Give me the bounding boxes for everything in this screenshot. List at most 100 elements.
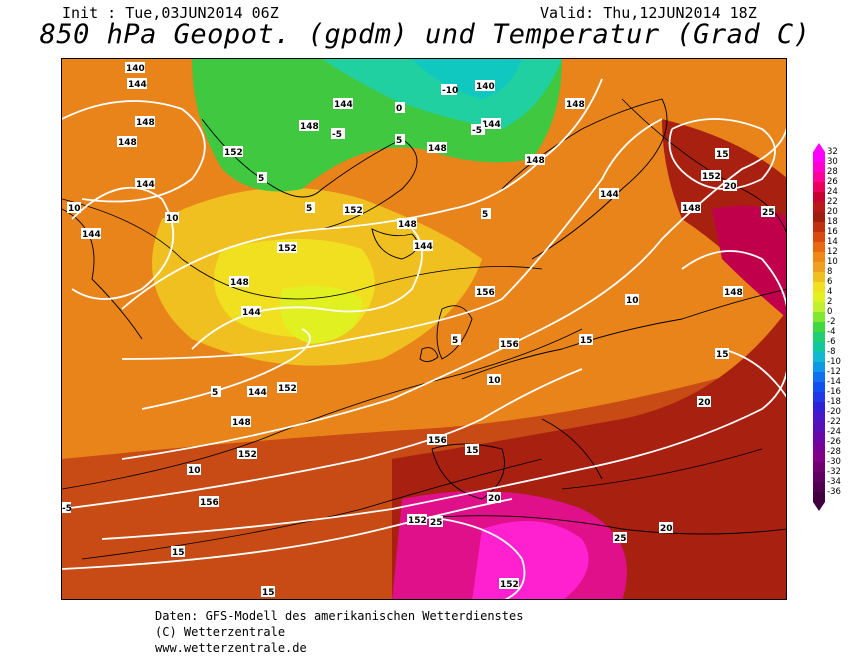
legend-swatch bbox=[813, 332, 825, 342]
legend-label: -14 bbox=[827, 377, 841, 387]
legend-label: 26 bbox=[827, 177, 838, 187]
temp-label: 20 bbox=[660, 524, 673, 534]
legend-label: -30 bbox=[827, 457, 841, 467]
hot-core-east bbox=[712, 205, 786, 318]
temp-label: 10 bbox=[68, 204, 81, 214]
legend-label: 18 bbox=[827, 217, 838, 227]
legend-swatch bbox=[813, 252, 825, 262]
legend-label: -4 bbox=[827, 327, 836, 337]
legend-label: -6 bbox=[827, 337, 836, 347]
legend-label: 32 bbox=[827, 147, 838, 157]
temp-label: -5 bbox=[62, 504, 72, 514]
temp-label: -10 bbox=[442, 86, 458, 96]
geopot-label: 144 bbox=[82, 230, 101, 240]
contour-line bbox=[121, 118, 663, 360]
legend-label: -32 bbox=[827, 467, 841, 477]
legend-swatch bbox=[813, 152, 825, 162]
legend-label: -36 bbox=[827, 487, 841, 497]
contour-line bbox=[721, 348, 786, 398]
geopotential-contours bbox=[62, 78, 786, 599]
contour-line bbox=[121, 127, 786, 460]
temp-label: 15 bbox=[716, 350, 729, 360]
legend-label: 2 bbox=[827, 297, 833, 307]
legend-label: -2 bbox=[827, 317, 836, 327]
legend-label: -16 bbox=[827, 387, 841, 397]
geopot-label: 144 bbox=[482, 120, 501, 130]
coastlines bbox=[62, 98, 786, 535]
legend-label: 24 bbox=[827, 187, 838, 197]
legend-swatch bbox=[813, 162, 825, 172]
legend-swatch bbox=[813, 402, 825, 412]
temp-label: 5 bbox=[212, 388, 218, 398]
legend-swatch bbox=[813, 302, 825, 312]
legend-label: 30 bbox=[827, 157, 838, 167]
legend-swatch bbox=[813, 472, 825, 482]
geopot-label: 148 bbox=[682, 204, 701, 214]
temp-label: 20 bbox=[698, 398, 711, 408]
legend-swatch bbox=[813, 362, 825, 372]
contour-line bbox=[71, 186, 175, 300]
legend-swatch bbox=[813, 292, 825, 302]
legend-label: -28 bbox=[827, 447, 841, 457]
legend-swatch bbox=[813, 262, 825, 272]
legend-swatch bbox=[813, 322, 825, 332]
geopot-label: 148 bbox=[118, 138, 137, 148]
legend-swatch bbox=[813, 422, 825, 432]
legend-swatch bbox=[813, 452, 825, 462]
legend-label: 16 bbox=[827, 227, 838, 237]
legend-label: -34 bbox=[827, 477, 841, 487]
geopot-label: 148 bbox=[232, 418, 251, 428]
geopotential-labels: 140 144 148 152 144 148 152 144 148 144 … bbox=[81, 62, 743, 590]
legend-label: 28 bbox=[827, 167, 838, 177]
italy-coast bbox=[541, 418, 603, 480]
legend-swatch bbox=[813, 272, 825, 282]
africa-coast bbox=[411, 515, 786, 535]
legend-label: -20 bbox=[827, 407, 841, 417]
geopot-label: 148 bbox=[526, 156, 545, 166]
legend-swatch bbox=[813, 242, 825, 252]
geopot-label: 144 bbox=[242, 308, 261, 318]
legend-label: 8 bbox=[827, 267, 833, 277]
legend-swatch bbox=[813, 192, 825, 202]
isotherm-line bbox=[561, 448, 763, 490]
contour-line bbox=[62, 100, 206, 203]
legend-top-arrow bbox=[813, 143, 825, 152]
isotherm-line bbox=[62, 198, 543, 300]
geopot-label: 152 bbox=[408, 516, 427, 526]
geopot-label: 152 bbox=[278, 244, 297, 254]
temp-label: -5 bbox=[472, 126, 482, 136]
legend-swatch bbox=[813, 412, 825, 422]
legend-label: -10 bbox=[827, 357, 841, 367]
temp-label: 15 bbox=[716, 150, 729, 160]
geopot-label: 152 bbox=[500, 580, 519, 590]
geopot-label: 148 bbox=[398, 220, 417, 230]
map-canvas: 140 144 148 152 144 148 152 144 148 144 … bbox=[62, 59, 786, 599]
legend-swatch bbox=[813, 482, 825, 492]
temp-label: 10 bbox=[488, 376, 501, 386]
contour-line bbox=[62, 368, 583, 510]
isotherm-line bbox=[62, 328, 583, 490]
geopot-label: 148 bbox=[230, 278, 249, 288]
legend-label: -18 bbox=[827, 397, 841, 407]
geopot-label: 144 bbox=[334, 100, 353, 110]
temp-label: 20 bbox=[724, 182, 737, 192]
contour-line bbox=[681, 250, 786, 308]
init-time: Init : Tue,03JUN2014 06Z bbox=[62, 4, 279, 22]
geopot-label: 144 bbox=[414, 242, 433, 252]
legend-label: -12 bbox=[827, 367, 841, 377]
legend-swatch bbox=[813, 382, 825, 392]
geopot-label: 152 bbox=[702, 172, 721, 182]
legend-label: 0 bbox=[827, 307, 833, 317]
legend-swatch bbox=[813, 372, 825, 382]
legend-swatch bbox=[813, 282, 825, 292]
legend-swatch bbox=[813, 432, 825, 442]
legend-swatch bbox=[813, 172, 825, 182]
legend-label: 12 bbox=[827, 247, 838, 257]
geopot-label: 152 bbox=[224, 148, 243, 158]
legend-swatch bbox=[813, 352, 825, 362]
legend-label: -8 bbox=[827, 347, 836, 357]
temp-label: 20 bbox=[488, 494, 501, 504]
temp-label: 15 bbox=[172, 548, 185, 558]
map-title: 850 hPa Geopot. (gpdm) und Temperatur (G… bbox=[39, 19, 811, 50]
geopot-label: 156 bbox=[500, 340, 519, 350]
